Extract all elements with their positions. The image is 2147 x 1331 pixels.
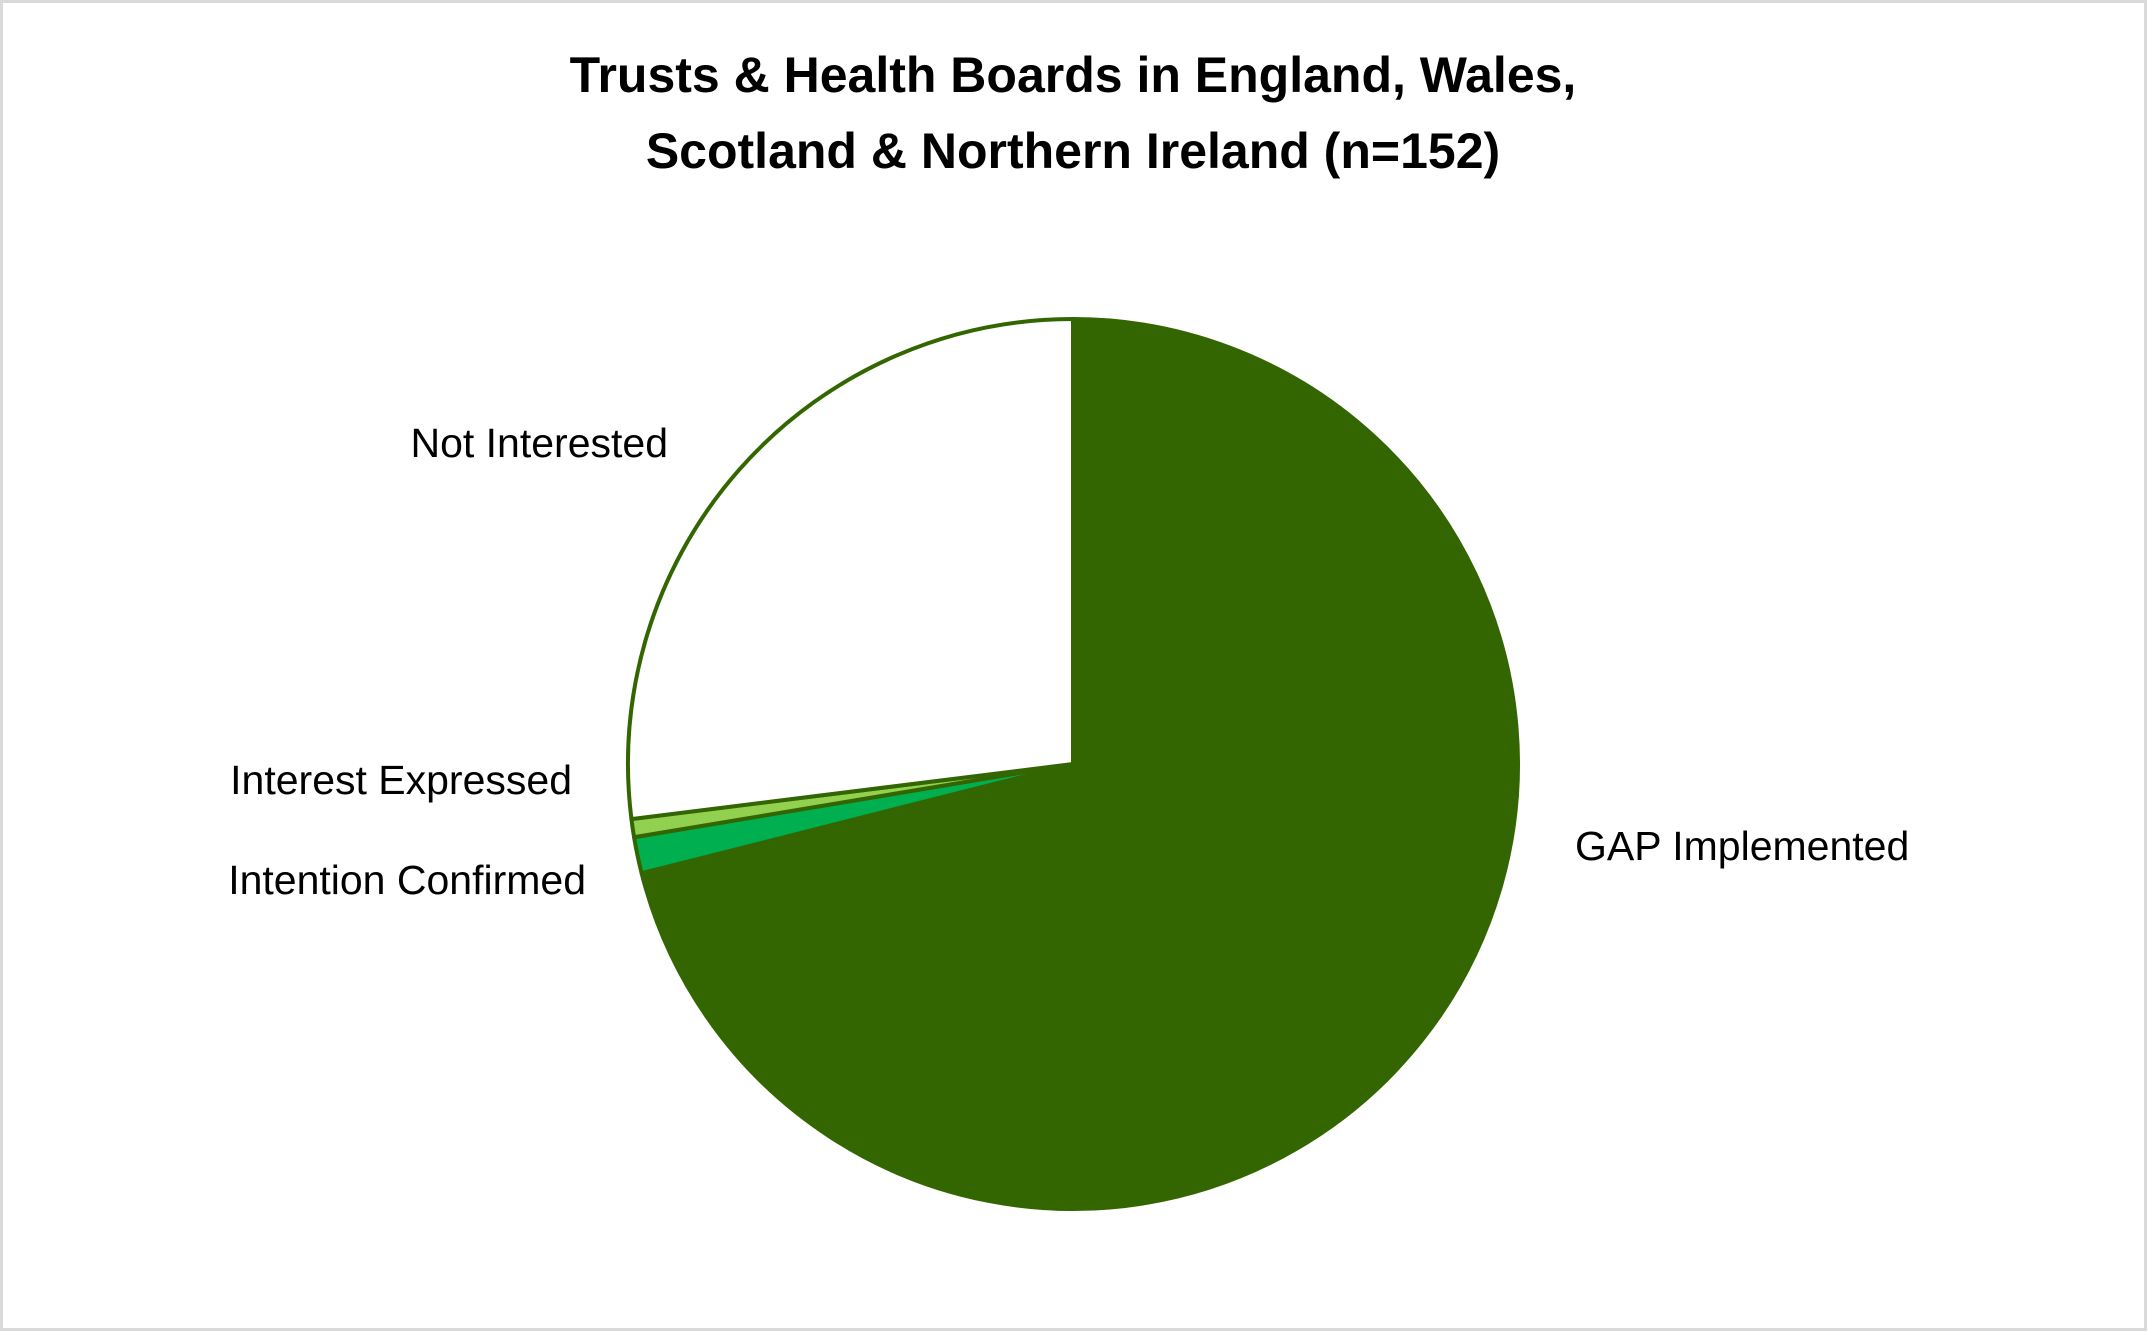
slice-label: Not Interested: [410, 420, 668, 466]
chart-title: Scotland & Northern Ireland (n=152): [646, 123, 1500, 179]
pie-slice: [626, 317, 1075, 822]
slice-label: Intention Confirmed: [228, 857, 586, 903]
pie-slice: [639, 317, 1520, 1211]
chart-title: Trusts & Health Boards in England, Wales…: [570, 47, 1577, 103]
slice-label: GAP Implemented: [1575, 823, 1909, 869]
slice-label: Interest Expressed: [230, 757, 572, 803]
pie: [626, 317, 1520, 1211]
